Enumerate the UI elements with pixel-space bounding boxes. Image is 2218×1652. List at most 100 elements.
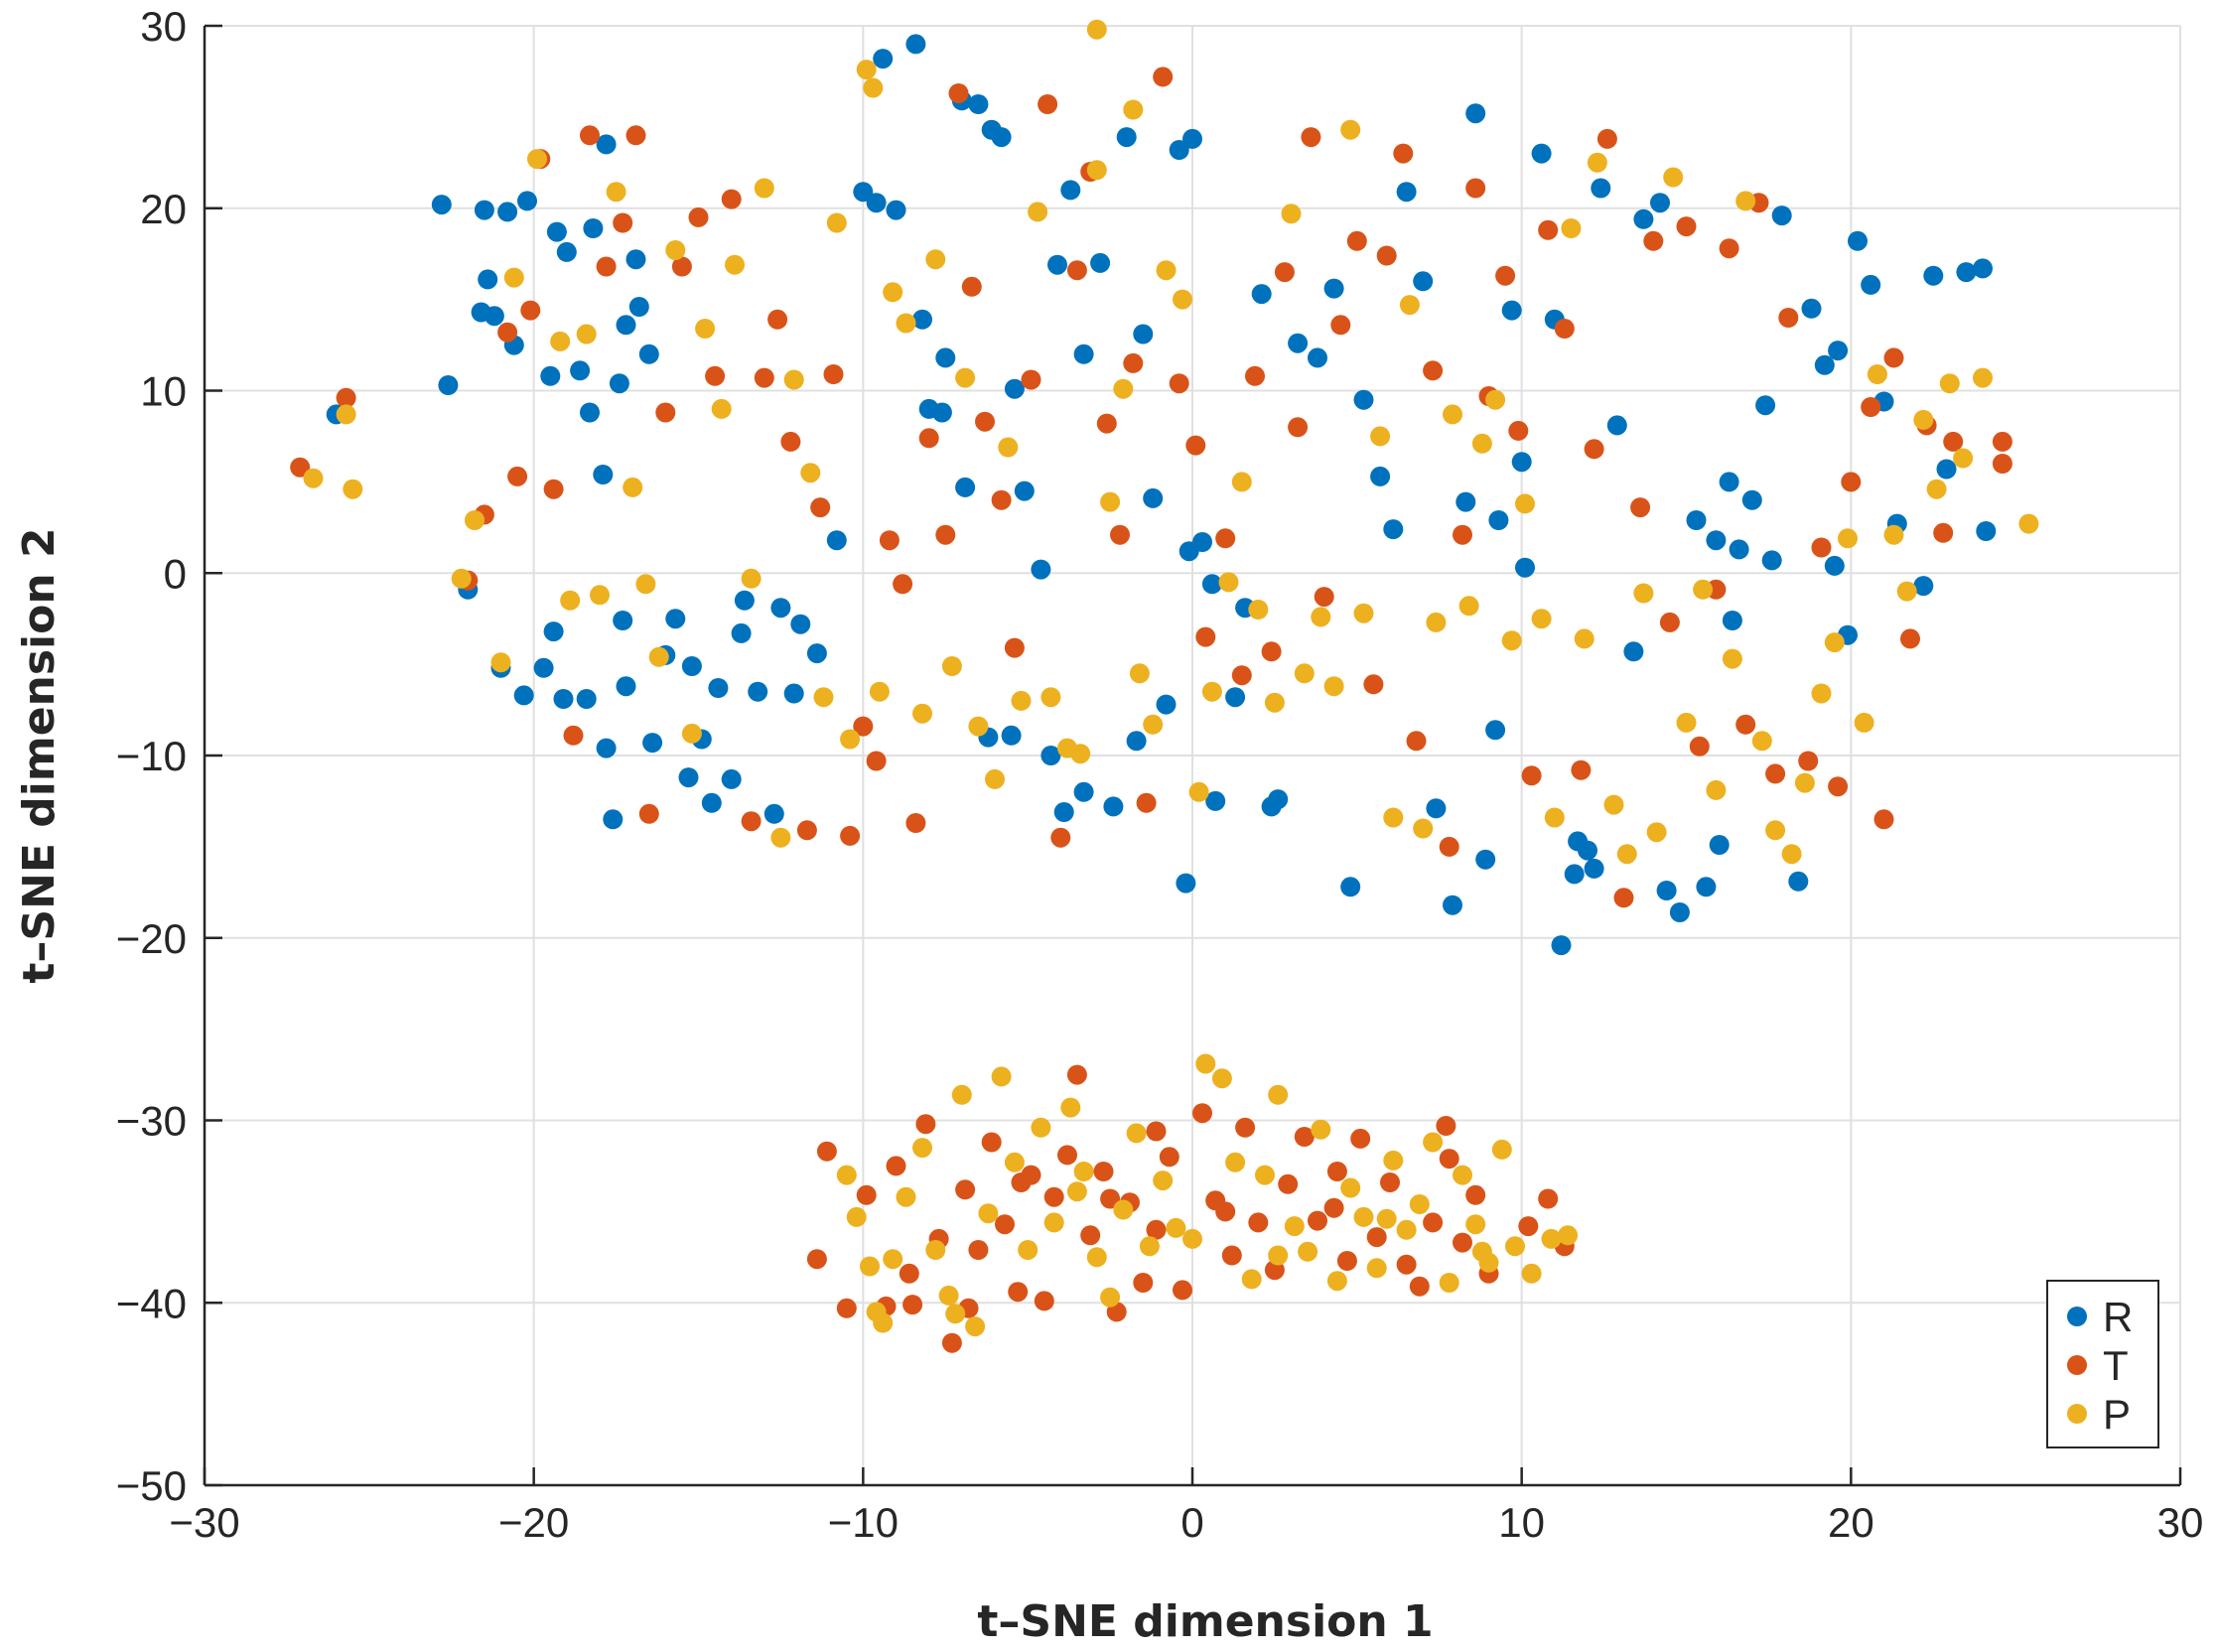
data-point-t xyxy=(336,387,356,408)
data-point-r xyxy=(1650,193,1670,213)
x-tick-label: −20 xyxy=(498,1499,569,1546)
data-point-t xyxy=(290,457,311,478)
data-point-p xyxy=(991,1066,1012,1087)
data-point-p xyxy=(1824,632,1845,653)
data-point-r xyxy=(1633,208,1654,229)
data-point-p xyxy=(1973,367,1993,388)
data-point-p xyxy=(873,1312,894,1333)
data-point-t xyxy=(1883,347,1904,368)
data-point-t xyxy=(1453,524,1472,545)
data-point-t xyxy=(816,1141,837,1162)
data-point-p xyxy=(1086,160,1107,181)
data-point-t xyxy=(995,1214,1015,1235)
data-point-t xyxy=(613,212,633,233)
data-point-p xyxy=(1113,378,1134,399)
data-point-p xyxy=(1735,191,1756,211)
data-point-p xyxy=(1231,472,1252,492)
data-point-r xyxy=(1073,781,1094,802)
data-point-r xyxy=(517,191,537,211)
data-point-r xyxy=(708,678,729,698)
data-point-t xyxy=(596,256,617,277)
data-point-t xyxy=(1326,1162,1347,1181)
data-point-r xyxy=(1261,796,1282,817)
data-point-r xyxy=(1014,481,1035,501)
data-point-p xyxy=(1838,528,1858,549)
data-point-t xyxy=(948,83,969,103)
data-point-r xyxy=(1828,341,1849,361)
data-point-r xyxy=(1103,796,1124,817)
data-point-p xyxy=(623,477,643,497)
data-point-t xyxy=(796,820,817,841)
data-point-t xyxy=(1100,1188,1121,1209)
data-point-r xyxy=(1475,849,1496,870)
data-point-p xyxy=(1693,579,1714,600)
data-point-p xyxy=(665,240,686,260)
data-point-r xyxy=(905,34,926,55)
data-point-p xyxy=(1396,1219,1417,1240)
data-point-t xyxy=(1066,260,1087,281)
y-tick-label: −20 xyxy=(116,915,187,962)
y-tick-label: −10 xyxy=(116,733,187,779)
data-point-p xyxy=(1558,1225,1579,1246)
data-point-t xyxy=(1393,143,1414,164)
data-point-r xyxy=(1709,835,1730,855)
data-point-r xyxy=(1126,731,1147,752)
data-point-p xyxy=(925,249,946,270)
data-point-t xyxy=(1518,1216,1539,1237)
data-point-t xyxy=(1396,1254,1417,1275)
data-point-p xyxy=(1323,676,1344,697)
data-point-p xyxy=(1561,218,1582,238)
data-point-t xyxy=(981,1132,1002,1153)
data-point-r xyxy=(576,689,597,709)
data-point-p xyxy=(1471,433,1492,454)
data-point-p xyxy=(590,585,610,606)
data-point-r xyxy=(543,621,564,642)
data-point-p xyxy=(1248,600,1269,620)
data-point-r xyxy=(642,733,663,754)
data-point-p xyxy=(1453,1165,1472,1185)
data-point-p xyxy=(1794,772,1815,793)
data-point-t xyxy=(1596,128,1617,149)
data-point-p xyxy=(846,1206,867,1227)
data-point-r xyxy=(1501,300,1522,321)
data-point-p xyxy=(1241,1269,1262,1290)
data-point-t xyxy=(1146,1219,1167,1240)
data-point-p xyxy=(741,568,762,589)
data-point-r xyxy=(1584,858,1604,879)
data-point-t xyxy=(1659,612,1680,632)
data-point-p xyxy=(1413,818,1434,839)
data-point-p xyxy=(1268,1245,1289,1266)
data-point-p xyxy=(1268,1084,1289,1105)
data-point-t xyxy=(780,431,801,452)
data-point-r xyxy=(1814,354,1835,375)
data-point-t xyxy=(1080,1225,1101,1246)
data-point-p xyxy=(695,319,716,339)
data-point-p xyxy=(826,212,847,233)
data-point-t xyxy=(1439,1149,1459,1170)
data-point-t xyxy=(1465,178,1486,199)
data-point-p xyxy=(1018,1240,1039,1260)
data-point-r xyxy=(770,598,791,619)
data-point-t xyxy=(1274,262,1295,283)
data-point-p xyxy=(465,510,485,530)
data-point-t xyxy=(1136,792,1157,813)
data-point-t xyxy=(1050,827,1071,848)
data-point-p xyxy=(1913,409,1934,430)
data-point-p xyxy=(1218,572,1239,593)
data-point-r xyxy=(1488,510,1509,530)
data-point-r xyxy=(1133,324,1154,344)
data-point-p xyxy=(912,1138,932,1159)
data-point-p xyxy=(1255,1165,1275,1185)
data-point-p xyxy=(883,1249,903,1270)
x-axis-title: t–SNE dimension 1 xyxy=(977,1596,1433,1647)
data-point-r xyxy=(1456,491,1476,512)
data-point-p xyxy=(1004,1152,1025,1172)
data-point-t xyxy=(853,716,874,737)
data-point-p xyxy=(1060,1097,1081,1118)
data-point-t xyxy=(1676,216,1697,237)
data-point-r xyxy=(1426,798,1447,819)
data-point-r xyxy=(1201,574,1222,595)
data-point-r xyxy=(806,643,827,664)
data-point-t xyxy=(563,725,584,746)
data-point-p xyxy=(860,1256,880,1277)
